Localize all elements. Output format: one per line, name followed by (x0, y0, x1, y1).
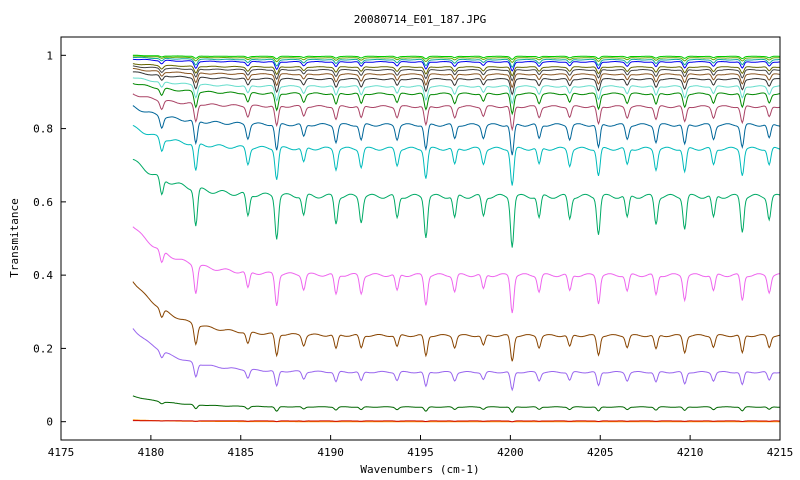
x-tick-label: 4190 (317, 446, 344, 459)
series-line (132, 71, 781, 96)
series-line (132, 124, 781, 186)
series-line (132, 83, 781, 116)
x-tick-label: 4210 (677, 446, 704, 459)
series-layer (132, 54, 781, 423)
y-tick-label: 1 (46, 49, 53, 62)
series-line (132, 395, 780, 413)
series-line (132, 328, 781, 392)
series-line (132, 55, 780, 64)
series-line (132, 68, 781, 89)
series-line (132, 77, 781, 105)
x-tick-label: 4195 (407, 446, 434, 459)
y-tick-label: 0 (46, 416, 53, 429)
series-line (132, 56, 780, 68)
series-line (132, 420, 780, 423)
plot-frame (60, 36, 781, 441)
series-line (132, 105, 781, 156)
x-tick-label: 4200 (497, 446, 524, 459)
x-tick-label: 4205 (587, 446, 614, 459)
x-axis-label: Wavenumbers (cm-1) (360, 463, 479, 476)
series-line (132, 65, 781, 82)
chart-title: 20080714_E01_187.JPG (354, 13, 486, 26)
x-tick-label: 4175 (48, 446, 75, 459)
y-tick-label: 0.2 (33, 342, 53, 355)
axes-layer: 4175 4180 4185 4190 4195 4200 4205 4210 4215 0 0.2… (33, 49, 793, 459)
series-line (132, 158, 781, 248)
y-tick-label: 0.8 (33, 123, 53, 136)
y-tick-label: 0.4 (33, 269, 53, 282)
series-line (132, 93, 781, 132)
series-line (132, 63, 780, 77)
x-tick-label: 4180 (138, 446, 165, 459)
series-line (132, 419, 780, 423)
y-tick-label: 0.6 (33, 196, 53, 209)
series-line (132, 58, 781, 72)
series-line (132, 281, 781, 362)
series-line (132, 226, 781, 314)
x-tick-label: 4215 (767, 446, 794, 459)
series-line (132, 54, 780, 60)
y-axis-label: Transmitance (8, 198, 21, 277)
x-tick-label: 4185 (228, 446, 255, 459)
